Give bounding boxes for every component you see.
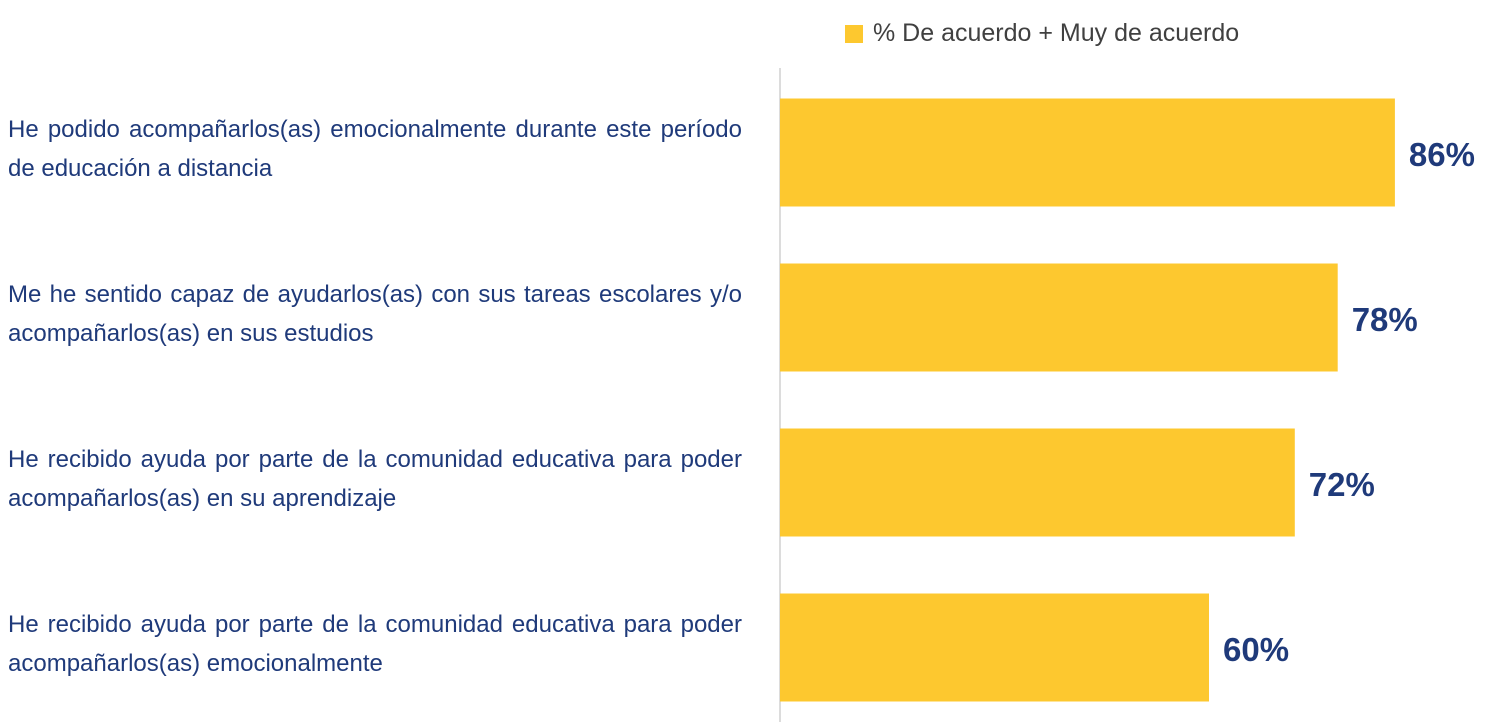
value-label: 72% [1309, 466, 1375, 503]
bar [780, 98, 1395, 207]
legend-swatch [845, 25, 863, 43]
value-label: 60% [1223, 631, 1289, 668]
value-label: 86% [1409, 136, 1475, 173]
value-label: 78% [1352, 301, 1418, 338]
category-label: He recibido ayuda por parte de la comuni… [8, 610, 742, 677]
bar [780, 263, 1338, 372]
category-label: Me he sentido capaz de ayudarlos(as) con… [8, 280, 742, 347]
category-label: He podido acompañarlos(as) emocionalment… [8, 115, 742, 182]
bar [780, 593, 1209, 702]
bar [780, 428, 1295, 537]
category-label: He recibido ayuda por parte de la comuni… [8, 445, 742, 512]
legend-label: % De acuerdo + Muy de acuerdo [873, 19, 1240, 47]
